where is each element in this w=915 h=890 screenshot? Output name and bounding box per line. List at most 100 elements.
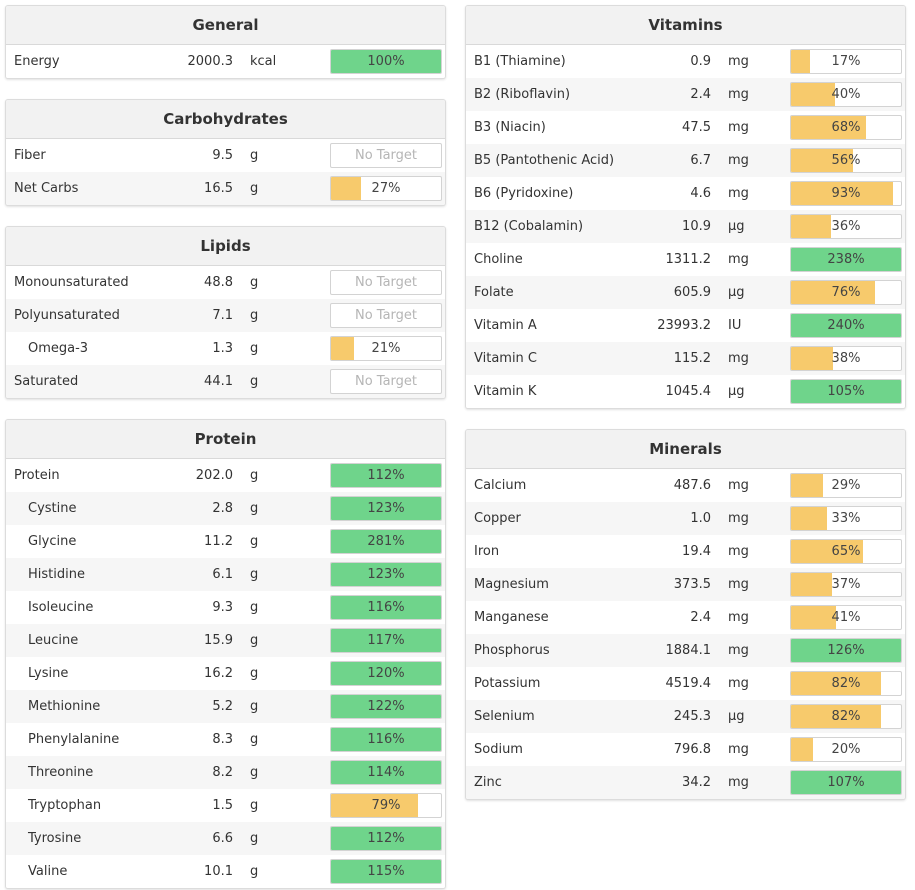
- nutrient-amount: 373.5: [673, 577, 711, 592]
- progress-label: 79%: [371, 798, 401, 813]
- progress-label: 65%: [831, 544, 861, 559]
- panel-body: Monounsaturated 48.8 g No Target Polyunsatur…: [6, 266, 445, 398]
- target-progress-bar: 117%: [330, 628, 442, 653]
- target-progress-bar: 40%: [790, 82, 902, 107]
- nutrient-row: Cystine 2.8 g 123%: [6, 492, 445, 525]
- nutrient-unit: mg: [728, 544, 749, 559]
- target-progress-bar: 114%: [330, 760, 442, 785]
- nutrient-amount: 8.2: [212, 765, 233, 780]
- progress-fill: [791, 606, 837, 629]
- nutrient-row: B12 (Cobalamin) 10.9 µg 36%: [466, 210, 905, 243]
- nutrient-name: Leucine: [28, 633, 79, 648]
- progress-fill: [791, 83, 835, 106]
- nutrient-amount: 23993.2: [657, 318, 711, 333]
- target-progress-bar: 21%: [330, 336, 442, 361]
- nutrient-name: Sodium: [474, 742, 523, 757]
- nutrient-unit: g: [250, 534, 259, 549]
- nutrient-unit: mg: [728, 511, 749, 526]
- nutrient-unit: IU: [728, 318, 742, 333]
- progress-fill: [791, 149, 853, 172]
- nutrient-unit: g: [250, 567, 259, 582]
- nutrient-name: Isoleucine: [28, 600, 94, 615]
- nutrient-row: Tyrosine 6.6 g 112%: [6, 822, 445, 855]
- panel-title: General: [6, 6, 445, 45]
- nutrient-row: Fiber 9.5 g No Target: [6, 139, 445, 172]
- nutrient-name: B2 (Riboflavin): [474, 87, 571, 102]
- left-column: General Energy 2000.3 kcal 100% Carbohydrates…: [5, 5, 446, 889]
- nutrient-unit: g: [250, 633, 259, 648]
- progress-fill: [331, 629, 441, 652]
- panel-title: Protein: [6, 420, 445, 459]
- target-progress-bar: No Target: [330, 270, 442, 295]
- progress-fill: [331, 497, 441, 520]
- target-progress-bar: 126%: [790, 638, 902, 663]
- target-progress-bar: 56%: [790, 148, 902, 173]
- nutrient-name: Potassium: [474, 676, 541, 691]
- progress-label: 116%: [367, 600, 405, 615]
- panel-title: Minerals: [466, 430, 905, 469]
- progress-label: No Target: [354, 275, 418, 290]
- progress-fill: [331, 662, 441, 685]
- progress-label: 114%: [367, 765, 405, 780]
- nutrient-unit: mg: [728, 153, 749, 168]
- panel-minerals: Minerals Calcium 487.6 mg 29% Copper 1.0 mg 33% I…: [465, 429, 906, 800]
- progress-fill: [791, 248, 901, 271]
- nutrient-row: Methionine 5.2 g 122%: [6, 690, 445, 723]
- nutrient-amount: 605.9: [673, 285, 711, 300]
- target-progress-bar: 65%: [790, 539, 902, 564]
- nutrient-amount: 2.4: [690, 610, 711, 625]
- nutrient-unit: mg: [728, 676, 749, 691]
- nutrient-amount: 11.2: [204, 534, 233, 549]
- progress-label: 76%: [831, 285, 861, 300]
- target-progress-bar: 79%: [330, 793, 442, 818]
- target-progress-bar: 281%: [330, 529, 442, 554]
- nutrient-row: Leucine 15.9 g 117%: [6, 624, 445, 657]
- nutrient-row: Monounsaturated 48.8 g No Target: [6, 266, 445, 299]
- nutrient-name: Vitamin C: [474, 351, 538, 366]
- nutrient-amount: 16.2: [204, 666, 233, 681]
- nutrient-unit: mg: [728, 775, 749, 790]
- progress-label: No Target: [354, 308, 418, 323]
- progress-fill: [791, 771, 901, 794]
- progress-fill: [331, 530, 441, 553]
- progress-label: 38%: [831, 351, 861, 366]
- nutrient-amount: 487.6: [673, 478, 711, 493]
- nutrient-unit: µg: [728, 285, 745, 300]
- nutrient-name: Copper: [474, 511, 521, 526]
- panel-lipids: Lipids Monounsaturated 48.8 g No Target Polyu…: [5, 226, 446, 399]
- nutrient-amount: 9.5: [212, 148, 233, 163]
- progress-fill: [791, 50, 810, 73]
- progress-label: 112%: [367, 831, 405, 846]
- nutrient-unit: g: [250, 374, 259, 389]
- nutrient-amount: 19.4: [682, 544, 711, 559]
- nutrient-row: Lysine 16.2 g 120%: [6, 657, 445, 690]
- target-progress-bar: 17%: [790, 49, 902, 74]
- nutrient-name: Energy: [14, 54, 60, 69]
- nutrient-unit: g: [250, 765, 259, 780]
- nutrient-amount: 1884.1: [665, 643, 712, 658]
- nutrient-amount: 9.3: [212, 600, 233, 615]
- progress-label: 68%: [831, 120, 861, 135]
- progress-label: 115%: [367, 864, 405, 879]
- nutrient-name: Tryptophan: [28, 798, 102, 813]
- progress-fill: [331, 563, 441, 586]
- progress-fill: [791, 738, 813, 761]
- nutrient-row: B3 (Niacin) 47.5 mg 68%: [466, 111, 905, 144]
- nutrient-row: Energy 2000.3 kcal 100%: [6, 45, 445, 78]
- nutrient-row: Magnesium 373.5 mg 37%: [466, 568, 905, 601]
- nutrient-unit: mg: [728, 252, 749, 267]
- progress-fill: [791, 705, 882, 728]
- progress-fill: [791, 116, 866, 139]
- progress-fill: [331, 860, 441, 883]
- target-progress-bar: 68%: [790, 115, 902, 140]
- nutrient-name: Omega-3: [28, 341, 89, 356]
- right-column: Vitamins B1 (Thiamine) 0.9 mg 17% B2 (Ribofla…: [465, 5, 906, 800]
- nutrient-amount: 1.5: [212, 798, 233, 813]
- nutrient-name: Histidine: [28, 567, 85, 582]
- progress-label: 82%: [831, 676, 861, 691]
- nutrient-unit: g: [250, 501, 259, 516]
- nutrient-name: Phosphorus: [474, 643, 550, 658]
- nutrient-amount: 796.8: [673, 742, 711, 757]
- progress-label: 29%: [831, 478, 861, 493]
- nutrient-row: Tryptophan 1.5 g 79%: [6, 789, 445, 822]
